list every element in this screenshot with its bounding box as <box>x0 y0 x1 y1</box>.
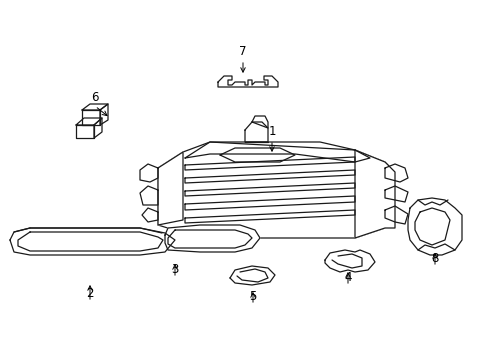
Polygon shape <box>325 250 374 272</box>
Polygon shape <box>184 196 354 210</box>
Polygon shape <box>229 266 274 285</box>
Polygon shape <box>414 208 449 245</box>
Polygon shape <box>184 142 369 162</box>
Polygon shape <box>18 232 163 251</box>
Text: 2: 2 <box>86 287 94 300</box>
Polygon shape <box>184 210 354 223</box>
Polygon shape <box>82 110 100 125</box>
Text: 7: 7 <box>239 45 246 58</box>
Polygon shape <box>142 208 158 222</box>
Text: 1: 1 <box>268 125 275 138</box>
Polygon shape <box>10 228 175 255</box>
Polygon shape <box>220 148 294 162</box>
Text: 4: 4 <box>344 271 351 284</box>
Polygon shape <box>158 152 183 225</box>
Polygon shape <box>76 118 102 125</box>
Polygon shape <box>140 186 158 205</box>
Polygon shape <box>384 164 407 182</box>
Text: 6: 6 <box>91 91 99 104</box>
Polygon shape <box>354 150 394 238</box>
Polygon shape <box>251 116 267 128</box>
Polygon shape <box>407 198 461 255</box>
Polygon shape <box>184 170 354 183</box>
Text: 8: 8 <box>430 252 438 265</box>
Polygon shape <box>94 118 102 138</box>
Polygon shape <box>184 183 354 196</box>
Polygon shape <box>244 122 267 142</box>
Polygon shape <box>140 164 158 182</box>
Polygon shape <box>218 76 278 87</box>
Polygon shape <box>100 104 108 125</box>
Polygon shape <box>82 104 108 110</box>
Polygon shape <box>168 230 251 248</box>
Text: 5: 5 <box>249 290 256 303</box>
Polygon shape <box>184 157 354 170</box>
Polygon shape <box>76 125 94 138</box>
Polygon shape <box>158 142 394 238</box>
Polygon shape <box>384 186 407 202</box>
Polygon shape <box>164 225 260 252</box>
Polygon shape <box>384 206 407 224</box>
Text: 3: 3 <box>171 263 178 276</box>
